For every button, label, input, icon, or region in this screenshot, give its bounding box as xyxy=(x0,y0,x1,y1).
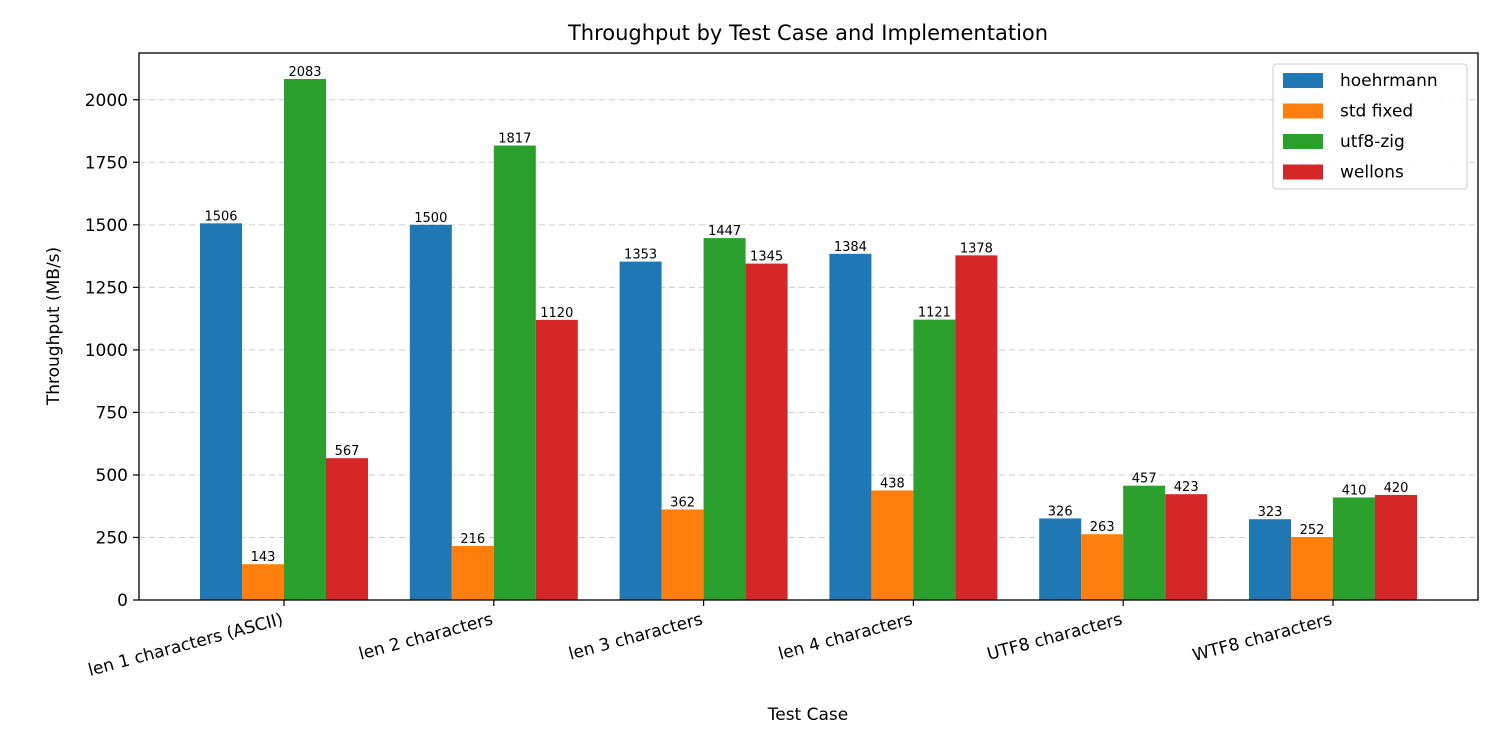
x-tick-label: len 3 characters xyxy=(567,609,705,664)
bar-value-label: 323 xyxy=(1258,505,1283,520)
bar-hoehrmann xyxy=(200,223,242,600)
y-axis-label: Throughput (MB/s) xyxy=(44,247,64,406)
bar-hoehrmann xyxy=(829,253,872,600)
y-axis: 0 250 500 750 1000 1250 1500 1750 2000 xyxy=(85,91,139,611)
bar-hoehrmann xyxy=(619,261,662,600)
bar-value-label: 1120 xyxy=(540,306,573,321)
legend-label: utf8-zig xyxy=(1340,132,1405,152)
bar-std-fixed xyxy=(1291,536,1333,600)
legend-swatch xyxy=(1283,103,1323,119)
legend-swatch xyxy=(1283,73,1323,88)
bar-value-label: 2083 xyxy=(288,65,321,80)
x-axis: len 1 characters (ASCII) len 2 characters… xyxy=(86,600,1334,681)
bar-utf8-zig xyxy=(1333,497,1375,600)
y-tick-label: 1000 xyxy=(85,341,128,361)
bar-value-label: 1121 xyxy=(918,306,951,321)
legend: hoehrmann std fixed utf8-zig wellons xyxy=(1272,63,1468,190)
bar-utf8-zig xyxy=(913,319,956,600)
legend-swatch xyxy=(1283,134,1323,149)
x-axis-label: Test Case xyxy=(767,705,848,725)
legend-label: std fixed xyxy=(1340,102,1413,122)
y-tick-label: 750 xyxy=(96,403,128,423)
bar-utf8-zig xyxy=(284,79,326,600)
legend-swatch xyxy=(1283,164,1323,180)
value-labels: 1506 143 2083 567 1500 216 1817 1120 1353 362 1447… xyxy=(204,65,1408,565)
bar-value-label: 1817 xyxy=(498,132,531,147)
bar-value-label: 438 xyxy=(880,476,905,491)
plot-area-frame xyxy=(138,52,1479,601)
bar-value-label: 1506 xyxy=(204,209,237,224)
bar-std-fixed xyxy=(242,564,284,600)
bar-value-label: 1447 xyxy=(708,224,741,239)
bar-std-fixed xyxy=(1081,534,1124,600)
bar-std-fixed xyxy=(451,545,494,600)
bar-value-label: 420 xyxy=(1384,481,1409,496)
bar-std-fixed xyxy=(661,509,704,600)
bar-value-label: 1500 xyxy=(414,211,447,226)
bar-value-label: 362 xyxy=(670,495,695,510)
bar-wellons xyxy=(1165,494,1208,600)
bar-value-label: 263 xyxy=(1090,520,1115,535)
bar-wellons xyxy=(1375,494,1417,600)
bar-value-label: 410 xyxy=(1342,483,1367,498)
bar-std-fixed xyxy=(871,490,914,600)
bar-value-label: 252 xyxy=(1300,523,1325,538)
bar-wellons xyxy=(326,458,368,600)
x-tick-label: UTF8 characters xyxy=(985,609,1125,664)
bars xyxy=(200,79,1417,601)
y-tick-label: 0 xyxy=(117,591,128,611)
x-tick-label: len 2 characters xyxy=(357,609,495,664)
bar-value-label: 326 xyxy=(1048,504,1073,519)
bar-value-label: 143 xyxy=(251,550,276,565)
bar-wellons xyxy=(535,319,578,600)
y-tick-label: 2000 xyxy=(85,91,128,111)
bar-wellons xyxy=(955,255,998,601)
bar-value-label: 1353 xyxy=(624,248,657,263)
bar-utf8-zig xyxy=(493,145,536,600)
bar-value-label: 1378 xyxy=(960,241,993,256)
bar-utf8-zig xyxy=(1123,485,1166,600)
bar-hoehrmann xyxy=(1249,519,1291,600)
bar-hoehrmann xyxy=(1039,518,1082,600)
bar-utf8-zig xyxy=(703,238,746,600)
bar-value-label: 457 xyxy=(1132,472,1157,487)
chart-title: Throughput by Test Case and Implementati… xyxy=(567,21,1048,45)
x-tick-label: len 4 characters xyxy=(776,609,914,664)
x-tick-label: WTF8 characters xyxy=(1191,609,1335,665)
bar-value-label: 423 xyxy=(1174,480,1199,495)
bar-value-label: 1384 xyxy=(834,240,867,255)
y-tick-label: 500 xyxy=(96,466,128,486)
bar-hoehrmann xyxy=(409,224,452,600)
bar-value-label: 216 xyxy=(460,532,485,547)
y-tick-label: 1500 xyxy=(85,216,128,236)
y-tick-label: 1750 xyxy=(85,153,128,173)
y-tick-label: 1250 xyxy=(85,278,128,298)
legend-label: hoehrmann xyxy=(1340,71,1438,91)
bar-value-label: 1345 xyxy=(750,250,783,265)
bar-wellons xyxy=(745,263,788,600)
legend-label: wellons xyxy=(1340,163,1404,183)
legend-box xyxy=(1272,63,1468,190)
x-tick-label: len 1 characters (ASCII) xyxy=(86,610,285,681)
y-tick-label: 250 xyxy=(96,528,128,548)
bar-value-label: 567 xyxy=(335,444,360,459)
